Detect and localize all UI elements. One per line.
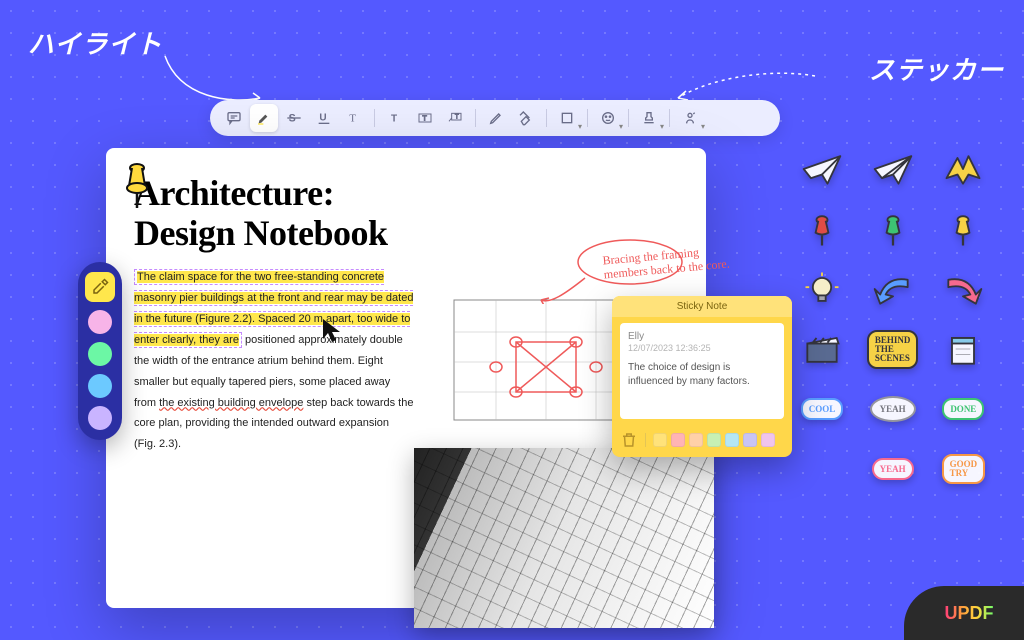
toolbar-separator xyxy=(587,109,588,127)
toolbar-separator xyxy=(546,109,547,127)
signature-icon[interactable]: ▾ xyxy=(676,104,704,132)
highlighter-icon[interactable] xyxy=(250,104,278,132)
sticker-tool-icon[interactable]: ▾ xyxy=(594,104,622,132)
stamp-icon[interactable]: ▾ xyxy=(635,104,663,132)
label-sticker: ステッカー xyxy=(869,50,1004,87)
building-photo xyxy=(414,448,714,628)
text-callout-icon[interactable]: T xyxy=(441,104,469,132)
sticker-pushpin[interactable] xyxy=(939,208,987,250)
note-color-swatch[interactable] xyxy=(671,433,685,447)
annotation-toolbar: S U T T T T ▾ ▾ ▾ ▾ xyxy=(210,100,780,136)
sticker-clapperboard[interactable] xyxy=(798,328,846,370)
svg-text:T: T xyxy=(391,113,397,124)
sticky-note-timestamp: 12/07/2023 12:36:25 xyxy=(628,343,776,353)
color-picker-sidebar xyxy=(78,262,122,440)
sticker-spacer xyxy=(798,448,846,490)
sticky-note-author: Elly xyxy=(628,331,776,342)
svg-text:T: T xyxy=(422,114,427,123)
sticker-behind-scenes[interactable]: BEHINDTHESCENES xyxy=(869,328,917,370)
toolbar-separator xyxy=(374,109,375,127)
note-color-swatch[interactable] xyxy=(689,433,703,447)
note-color-swatch[interactable] xyxy=(743,433,757,447)
body-text: The claim space for the two free-standin… xyxy=(134,267,414,455)
note-color-swatch[interactable] xyxy=(725,433,739,447)
sticker-good-try-badge[interactable]: GOODTRY xyxy=(939,448,987,490)
label-highlight: ハイライト xyxy=(28,24,162,61)
sticker-pushpin[interactable] xyxy=(869,208,917,250)
strikethrough-icon[interactable]: S xyxy=(280,104,308,132)
toolbar-separator xyxy=(475,109,476,127)
underline-icon[interactable]: U xyxy=(310,104,338,132)
color-swatch[interactable] xyxy=(88,310,112,334)
sticker-paper-plane[interactable] xyxy=(869,148,917,190)
svg-text:U: U xyxy=(319,113,326,124)
sticker-arrow-curved[interactable] xyxy=(939,268,987,310)
text-style-icon[interactable]: T xyxy=(340,104,368,132)
sticky-note[interactable]: Sticky Note Elly 12/07/2023 12:36:25 The… xyxy=(612,296,792,457)
eraser-icon[interactable] xyxy=(512,104,540,132)
sticker-notepad[interactable] xyxy=(939,328,987,370)
squiggly-text: the existing building envelope xyxy=(159,397,303,409)
toolbar-separator xyxy=(669,109,670,127)
sticky-note-body: Elly 12/07/2023 12:36:25 The choice of d… xyxy=(620,323,784,419)
svg-text:T: T xyxy=(349,113,356,124)
sticker-paper-plane[interactable] xyxy=(798,148,846,190)
sticker-pushpin[interactable] xyxy=(798,208,846,250)
callout-annotation: Bracing the framingmembers back to the c… xyxy=(555,238,681,268)
toolbar-separator xyxy=(628,109,629,127)
sticky-note-title: Sticky Note xyxy=(612,296,792,317)
sticker-yeah-bubble[interactable]: YEAH xyxy=(869,388,917,430)
svg-text:T: T xyxy=(455,115,459,121)
sticker-panel: BEHINDTHESCENES COOL YEAH DONE YEAH GOOD… xyxy=(798,148,998,490)
sticker-lightbulb[interactable] xyxy=(798,268,846,310)
mouse-cursor-icon xyxy=(320,317,344,345)
note-color-swatch[interactable] xyxy=(707,433,721,447)
sticky-note-footer xyxy=(612,425,792,457)
note-color-swatch[interactable] xyxy=(653,433,667,447)
comment-icon[interactable] xyxy=(220,104,248,132)
eyedropper-icon[interactable] xyxy=(85,272,115,302)
sticker-origami-crane[interactable] xyxy=(939,148,987,190)
sticker-yeah-bubble[interactable]: YEAH xyxy=(869,448,917,490)
textbox-icon[interactable]: T xyxy=(411,104,439,132)
thumbtack-sticker[interactable] xyxy=(112,156,162,216)
note-color-swatch[interactable] xyxy=(761,433,775,447)
sticker-cool-badge[interactable]: COOL xyxy=(798,388,846,430)
sticker-done-badge[interactable]: DONE xyxy=(939,388,987,430)
trash-icon[interactable] xyxy=(620,431,638,449)
text-tool-icon[interactable]: T xyxy=(381,104,409,132)
color-swatch[interactable] xyxy=(88,406,112,430)
shape-icon[interactable]: ▾ xyxy=(553,104,581,132)
color-swatch[interactable] xyxy=(88,374,112,398)
arrow-highlight xyxy=(160,48,270,108)
pencil-tool-icon[interactable] xyxy=(482,104,510,132)
brand-logo: UPDF xyxy=(904,586,1024,640)
sticky-note-text: The choice of design is influenced by ma… xyxy=(628,361,776,389)
sticker-arrow-curved[interactable] xyxy=(869,268,917,310)
color-swatch[interactable] xyxy=(88,342,112,366)
